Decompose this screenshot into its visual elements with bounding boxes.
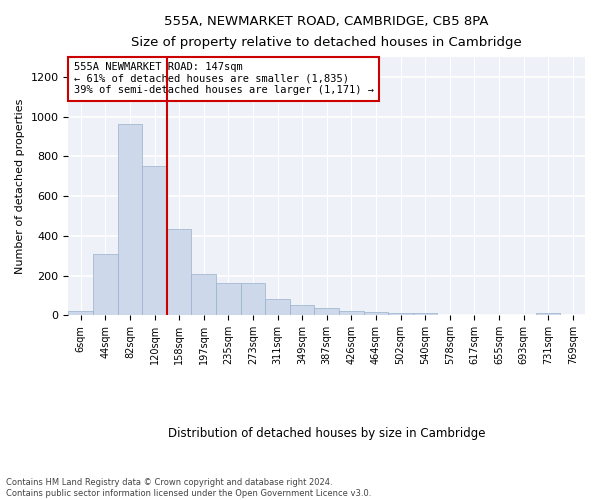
Bar xyxy=(191,274,216,316)
Bar xyxy=(118,124,142,316)
Bar xyxy=(339,312,364,316)
Bar xyxy=(265,298,290,316)
Bar xyxy=(216,282,241,316)
Bar xyxy=(314,308,339,316)
Bar xyxy=(290,306,314,316)
Bar xyxy=(142,166,167,316)
Bar xyxy=(364,312,388,316)
Title: 555A, NEWMARKET ROAD, CAMBRIDGE, CB5 8PA
Size of property relative to detached h: 555A, NEWMARKET ROAD, CAMBRIDGE, CB5 8PA… xyxy=(131,15,522,49)
Text: 555A NEWMARKET ROAD: 147sqm
← 61% of detached houses are smaller (1,835)
39% of : 555A NEWMARKET ROAD: 147sqm ← 61% of det… xyxy=(74,62,374,96)
Text: Contains HM Land Registry data © Crown copyright and database right 2024.
Contai: Contains HM Land Registry data © Crown c… xyxy=(6,478,371,498)
Bar xyxy=(93,254,118,316)
Bar xyxy=(413,314,437,316)
Bar xyxy=(241,282,265,316)
Bar xyxy=(536,314,560,316)
Bar xyxy=(167,229,191,316)
Bar xyxy=(388,313,413,316)
Bar xyxy=(68,311,93,316)
Y-axis label: Number of detached properties: Number of detached properties xyxy=(15,98,25,274)
X-axis label: Distribution of detached houses by size in Cambridge: Distribution of detached houses by size … xyxy=(168,427,485,440)
